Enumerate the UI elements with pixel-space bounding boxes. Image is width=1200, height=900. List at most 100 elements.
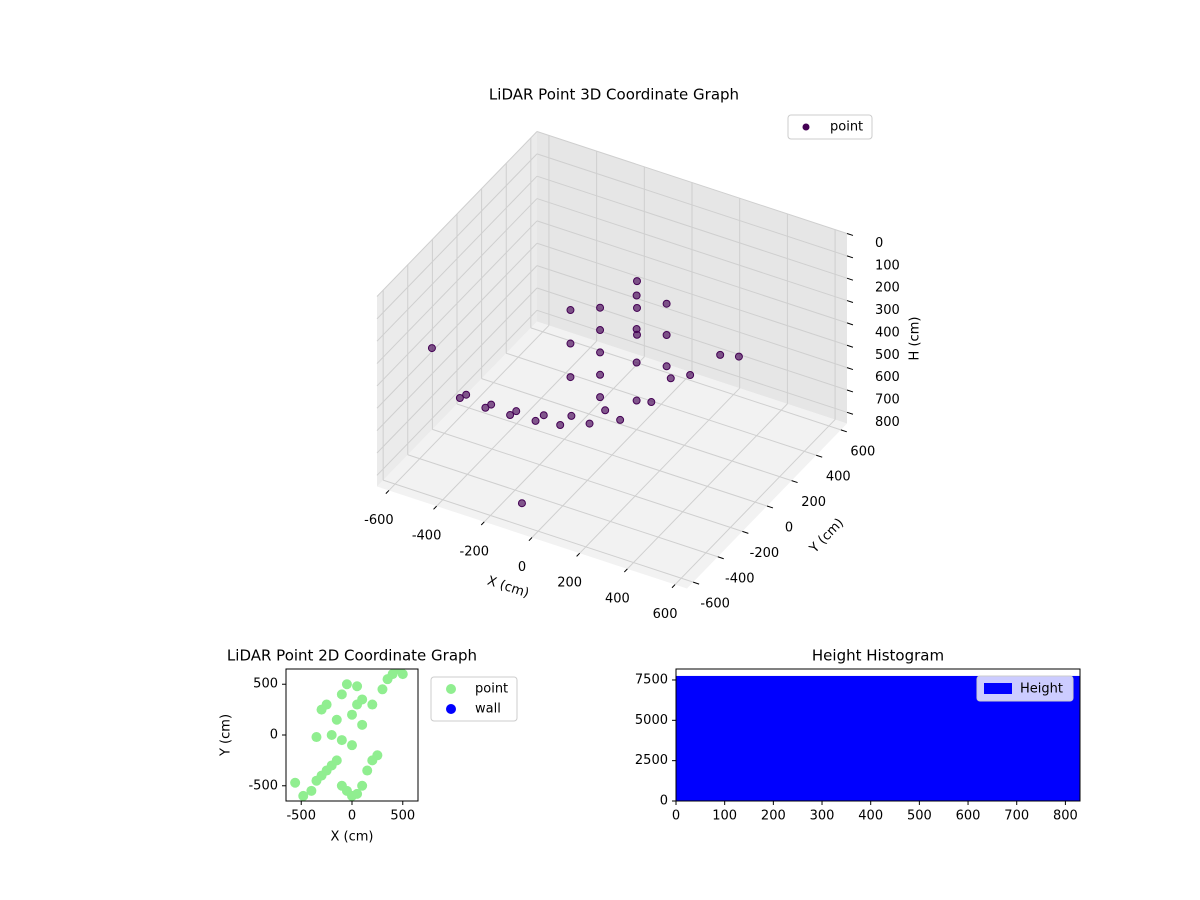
point — [455, 394, 464, 403]
point — [362, 765, 373, 776]
x-tick-label: -600 — [364, 513, 394, 528]
legend-marker — [446, 704, 456, 714]
tick-mark — [791, 480, 798, 484]
x-tick-label: -200 — [460, 544, 490, 559]
point — [290, 777, 301, 788]
point — [633, 330, 641, 339]
y-tick-label: 2500 — [635, 753, 668, 768]
point — [347, 709, 357, 720]
grid-line — [536, 220, 848, 324]
x-tick-label: 400 — [605, 591, 630, 606]
grid-line — [536, 175, 848, 279]
grid-line — [376, 309, 538, 476]
tick-mark — [480, 521, 485, 526]
tick-mark — [846, 367, 854, 371]
grid-line — [536, 242, 848, 346]
legend-label: point — [830, 120, 863, 135]
point — [596, 303, 605, 312]
point — [336, 735, 347, 746]
tick-mark — [692, 581, 700, 585]
legend-box — [787, 114, 873, 140]
point — [487, 400, 496, 409]
point — [596, 393, 605, 402]
x-tick-label: 400 — [858, 809, 883, 824]
y-tick-label: 0 — [785, 521, 793, 536]
point — [632, 396, 641, 405]
y-tick-label: -600 — [700, 597, 730, 612]
x-tick-label: 0 — [348, 809, 356, 824]
z-tick-label: 400 — [875, 325, 900, 340]
point — [633, 303, 641, 312]
point — [331, 755, 342, 766]
chart-title: LiDAR Point 3D Coordinate Graph — [489, 86, 739, 104]
grid-line — [530, 327, 842, 431]
x-tick-label: 100 — [712, 809, 737, 824]
x-tick-label: 0 — [518, 560, 526, 575]
z-tick-label: 800 — [875, 415, 900, 430]
point — [686, 370, 695, 379]
x-axis-label: X (cm) — [485, 574, 531, 602]
tick-mark — [742, 530, 749, 534]
grid-line — [407, 454, 718, 558]
point — [662, 330, 671, 339]
y-tick-label: 0 — [270, 728, 278, 743]
point — [352, 788, 363, 799]
z-axis-label: H (cm) — [908, 317, 923, 361]
grid-line — [536, 265, 848, 369]
point — [357, 694, 368, 705]
point — [311, 732, 322, 743]
point — [397, 669, 408, 680]
x-tick-label: 500 — [907, 809, 932, 824]
grid-line — [481, 378, 792, 482]
z-tick-label: 300 — [875, 303, 900, 318]
x-tick-label: 600 — [956, 809, 981, 824]
tick-mark — [846, 300, 854, 303]
y-axis-label: Y (cm) — [806, 516, 847, 557]
point — [506, 411, 515, 420]
point — [716, 350, 725, 359]
point — [347, 740, 357, 751]
tick-mark — [717, 556, 724, 560]
legend-label: point — [475, 682, 508, 697]
legend-marker — [446, 684, 456, 694]
point — [531, 416, 540, 425]
tick-mark — [528, 537, 533, 542]
grid-line — [376, 198, 538, 364]
grid-line — [432, 428, 743, 532]
grid-line — [376, 242, 538, 409]
grid-line — [536, 198, 848, 302]
z-tick-label: 0 — [875, 236, 883, 251]
point — [298, 790, 309, 801]
legend-box — [976, 675, 1074, 702]
y-tick-label: 500 — [253, 677, 278, 692]
tick-mark — [846, 389, 854, 393]
y-tick-label: -200 — [750, 546, 780, 561]
grid-line — [536, 153, 848, 257]
tick-mark — [846, 411, 854, 415]
grid-line — [536, 131, 848, 234]
point — [601, 406, 610, 415]
grid-line — [382, 479, 694, 583]
y-tick-label: 5000 — [635, 713, 668, 728]
grid-line — [536, 287, 848, 391]
z-tick-label: 500 — [875, 348, 900, 363]
tick-mark — [623, 568, 628, 573]
y-tick-label: 7500 — [635, 672, 668, 687]
grid-line — [376, 220, 538, 387]
point — [427, 344, 436, 353]
x-tick-label: 800 — [1053, 809, 1078, 824]
x-tick-label: 600 — [653, 607, 678, 622]
grid-line — [506, 352, 817, 456]
point — [662, 299, 671, 308]
point — [616, 415, 625, 424]
axes-frame — [285, 668, 419, 802]
tick-mark — [671, 584, 676, 589]
point — [539, 411, 548, 420]
point — [567, 411, 576, 420]
point — [596, 370, 605, 379]
tick-mark — [846, 277, 854, 281]
point — [596, 326, 605, 335]
x-tick-label: 0 — [672, 809, 680, 824]
grid-line — [536, 309, 848, 413]
point — [647, 398, 656, 407]
